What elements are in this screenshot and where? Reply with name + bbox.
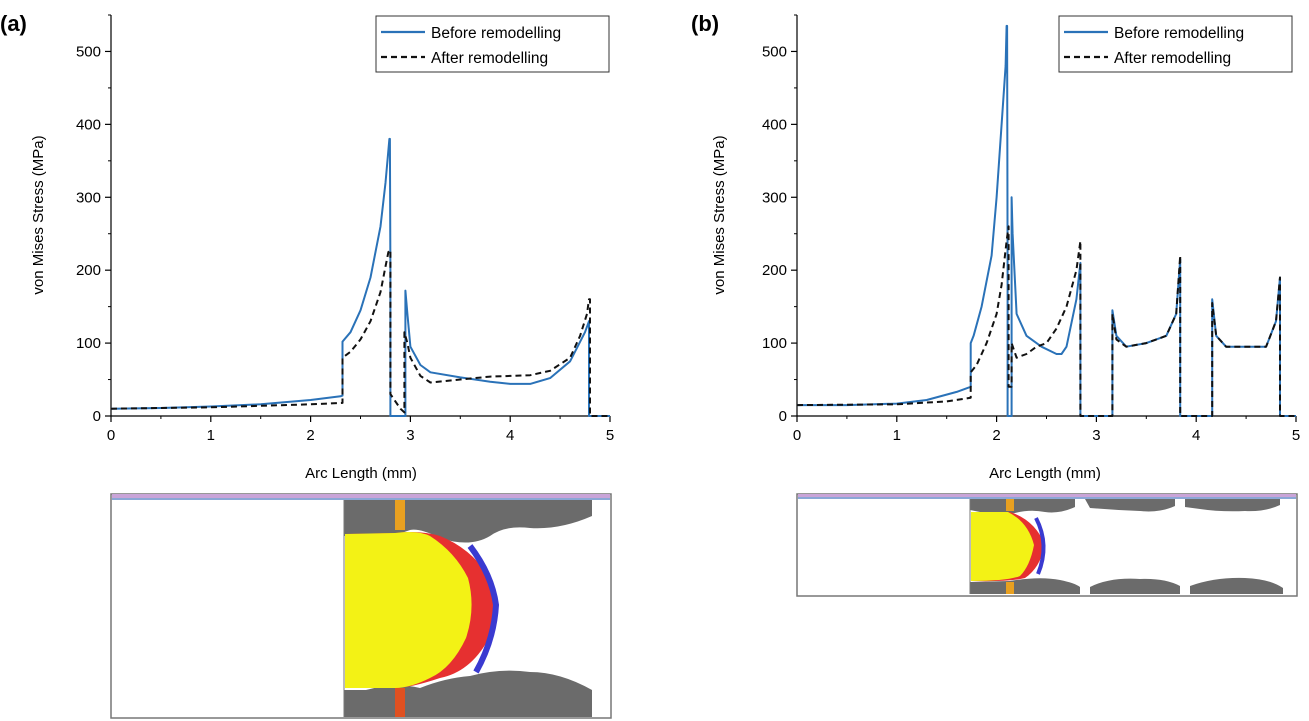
chart-panel-a: (a) Arc Length (mm) von Mises Stress (MP… — [0, 11, 614, 482]
panel-a-x-tick-label-0: 0 — [107, 427, 115, 444]
sim-b-top-neck — [1006, 499, 1014, 511]
sim-b-upper-grain-2 — [1085, 499, 1175, 512]
sim-a-top-bar — [112, 494, 610, 498]
sim-a-top-line — [112, 498, 610, 500]
panel-a-legend: Before remodelling After remodelling — [375, 15, 610, 73]
chart-panel-b: (b) Arc Length (mm) von Mises Stress (MP… — [691, 11, 1300, 482]
panel-b-x-tick-label-5: 5 — [1292, 427, 1300, 444]
panel-a-y-axis-title: von Mises Stress (MPa) — [30, 135, 47, 294]
sim-a-front-blue — [467, 544, 500, 674]
panel-b-y-tick-label-200: 200 — [762, 262, 787, 279]
sim-b-lower-grain-3 — [1190, 577, 1283, 594]
sim-a-front-yellow — [345, 532, 472, 688]
sim-a-lower-solid-grains — [344, 670, 592, 717]
panel-a-legend-label-after: After remodelling — [431, 50, 548, 67]
panel-a-x-tick-label-3: 3 — [406, 427, 414, 444]
panel-b-x-axis-title: Arc Length (mm) — [989, 465, 1101, 482]
panel-b-x-tick-label-1: 1 — [893, 427, 901, 444]
sim-b-upper-grain-1 — [970, 499, 1075, 515]
panel-a-x-axis-title: Arc Length (mm) — [305, 465, 417, 482]
panel-a-legend-label-before: Before remodelling — [431, 25, 561, 42]
panel-b-y-axis-title: von Mises Stress (MPa) — [711, 135, 728, 294]
panel-a-y-tick-label-500: 500 — [76, 43, 101, 60]
panel-a-y-tick-label-300: 300 — [76, 189, 101, 206]
panel-a-y-tick-label-400: 400 — [76, 116, 101, 133]
simulation-image-b — [796, 493, 1298, 597]
panel-a-plot-area — [110, 137, 610, 417]
panel-b-x-tick-label-4: 4 — [1192, 427, 1200, 444]
sim-b-front-yellow — [971, 512, 1034, 581]
panel-b-series-after-line — [796, 225, 1296, 417]
panel-b-legend-label-before: Before remodelling — [1114, 25, 1244, 42]
sim-b-lower-grain-2 — [1090, 578, 1180, 594]
panel-a-label: (a) — [0, 11, 27, 36]
sim-a-upper-solid-grains — [344, 500, 592, 543]
panel-a-y-tick-label-200: 200 — [76, 262, 101, 279]
simulation-image-a — [110, 493, 612, 719]
panel-b-y-tick-label-0: 0 — [779, 408, 787, 425]
panel-b-label: (b) — [691, 11, 719, 36]
panel-b-y-tick-label-300: 300 — [762, 189, 787, 206]
sim-b-top-line — [798, 497, 1296, 499]
panel-a-y-tick-label-100: 100 — [76, 335, 101, 352]
sim-b-lower-grain-1 — [970, 578, 1080, 594]
panel-a-legend-box — [375, 15, 610, 73]
sim-a-bottom-neck — [395, 688, 405, 717]
panel-b-y-tick-label-400: 400 — [762, 116, 787, 133]
panel-a-series-after-line — [110, 248, 610, 417]
panel-a-x-tick-label-5: 5 — [606, 427, 614, 444]
sim-b-bottom-neck — [1006, 582, 1014, 594]
panel-b-x-tick-label-2: 2 — [992, 427, 1000, 444]
panel-b-plot-area — [796, 24, 1296, 417]
panel-b-y-tick-label-500: 500 — [762, 43, 787, 60]
panel-a-series-before-line — [110, 137, 610, 417]
panel-b-axes: 0 1 2 3 4 5 0 100 200 300 400 500 — [762, 14, 1300, 444]
panel-b-legend-label-after: After remodelling — [1114, 50, 1231, 67]
panel-b-x-tick-label-0: 0 — [793, 427, 801, 444]
panel-a-x-tick-label-2: 2 — [306, 427, 314, 444]
panel-a-x-tick-label-4: 4 — [506, 427, 514, 444]
sim-b-upper-grain-3 — [1185, 499, 1280, 512]
sim-a-top-neck — [395, 500, 405, 530]
panel-b-legend-box — [1058, 15, 1293, 73]
panel-b-series-before-line — [797, 24, 1296, 417]
panel-b-x-tick-label-3: 3 — [1092, 427, 1100, 444]
sim-b-front-blue — [1034, 517, 1046, 575]
panel-b-y-tick-label-100: 100 — [762, 335, 787, 352]
sim-b-top-bar — [798, 494, 1296, 497]
panel-a-axes: 0 1 2 3 4 5 0 100 200 300 400 500 — [76, 14, 614, 444]
panel-a-x-tick-label-1: 1 — [207, 427, 215, 444]
panel-a-y-tick-label-0: 0 — [93, 408, 101, 425]
panel-b-legend: Before remodelling After remodelling — [1058, 15, 1293, 73]
